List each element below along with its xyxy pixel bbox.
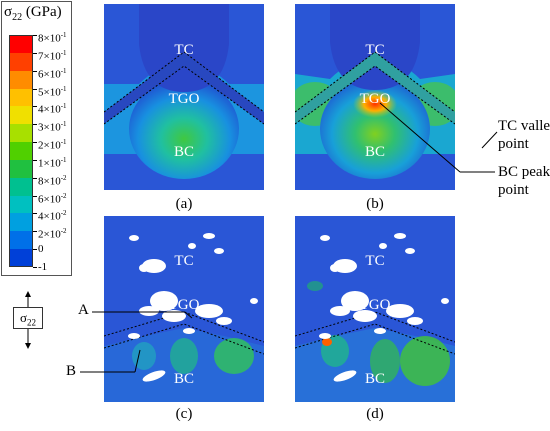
bc-peak-annotation-line1: BC peak xyxy=(498,164,550,180)
panel-a-tc-label: TC xyxy=(174,42,194,58)
tc-valley-annotation-line2: point xyxy=(498,136,529,152)
bc-peak-annotation-line2: point xyxy=(498,182,529,198)
colorbar-tick-label: 4×10-2 xyxy=(38,209,67,224)
colorbar-segment xyxy=(9,35,33,54)
panel-d-bc-label: BC xyxy=(364,371,385,387)
colorbar-tick-label: 2×10-2 xyxy=(38,227,67,241)
panel-b-tc-label: TC xyxy=(365,42,385,58)
colorbar-segment xyxy=(9,177,33,197)
colorbar-tick-label: 1×10-1 xyxy=(38,155,67,170)
panel-d-caption: (d) xyxy=(366,406,384,422)
panel-b-bc-label: BC xyxy=(364,144,385,160)
panel-a-caption: (a) xyxy=(175,196,193,212)
panel-c-stress-field xyxy=(104,216,264,402)
colorbar-tick-label: 3×10-1 xyxy=(38,120,67,134)
panel-c-bc-label: BC xyxy=(173,371,194,387)
panel-a-stress-field xyxy=(104,4,264,190)
colorbar-segment xyxy=(9,106,33,125)
colorbar-segment xyxy=(9,195,33,214)
tc-valley-annotation-line1: TC valley xyxy=(498,118,550,134)
panel-d-tc-label: TC xyxy=(365,253,385,269)
panel-d-tgo-label: TGO xyxy=(359,297,391,313)
colorbar-segment xyxy=(9,231,33,250)
panel-a-bc-label: BC xyxy=(173,144,194,160)
panel-c-tgo-label: TGO xyxy=(168,297,200,313)
colorbar-tick-label: 8×10-2 xyxy=(38,173,67,188)
colorbar-segment xyxy=(9,124,33,143)
colorbar-segment xyxy=(9,213,33,232)
colorbar-tick-label: 4×10-1 xyxy=(38,102,67,117)
legend-title: σ22 (GPa) xyxy=(4,4,62,23)
colorbar-tick-label: 5×10-1 xyxy=(38,84,67,99)
colorbar-segment xyxy=(9,142,33,161)
panel-b-tgo-label: TGO xyxy=(359,91,391,107)
stress-component-label: σ22 xyxy=(13,307,43,329)
panel-c-tc-label: TC xyxy=(174,253,194,269)
panel-a-tgo-label: TGO xyxy=(168,91,200,107)
colorbar-segment xyxy=(9,249,33,268)
colorbar-tick-label: 6×10-2 xyxy=(38,191,67,206)
colorbar xyxy=(9,35,33,268)
colorbar-segment xyxy=(9,52,33,72)
colorbar-segment xyxy=(9,88,33,107)
colorbar-tick-label: 8×10-1 xyxy=(38,31,67,45)
panel-b-stress-field xyxy=(295,4,455,190)
colorbar-segment xyxy=(9,159,33,179)
panel-d-stress-field xyxy=(295,216,455,402)
colorbar-tick-labels: 8×10-1 7×10-1 6×10-1 5×10-1 4×10-1 3×10-1 2×10… xyxy=(38,0,74,280)
colorbar-segment xyxy=(9,70,33,90)
annotation-a: A xyxy=(78,302,89,318)
colorbar-tick-label: 0 xyxy=(38,243,44,256)
colorbar-tick-label: -1 xyxy=(38,261,48,273)
colorbar-tick-label: 6×10-1 xyxy=(38,66,67,81)
colorbar-tick-label: 2×10-1 xyxy=(38,138,67,152)
panel-c-caption: (c) xyxy=(175,406,193,422)
annotation-b: B xyxy=(66,363,77,379)
panel-b-caption: (b) xyxy=(366,196,384,212)
colorbar-tick-label: 7×10-1 xyxy=(38,48,67,63)
